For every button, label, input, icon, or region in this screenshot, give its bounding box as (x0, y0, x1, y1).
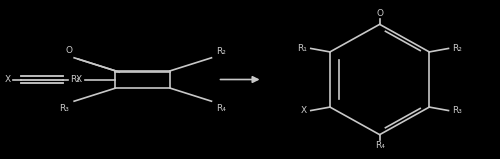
Text: R₃: R₃ (452, 106, 462, 115)
Text: R₂: R₂ (216, 47, 226, 56)
Text: X: X (76, 75, 82, 84)
Text: X: X (4, 75, 10, 84)
Text: R₃: R₃ (60, 104, 69, 113)
Text: X: X (300, 106, 307, 115)
Text: R₁: R₁ (297, 44, 307, 53)
Text: R₄: R₄ (216, 104, 226, 113)
Text: R₁: R₁ (70, 75, 81, 84)
Text: O: O (376, 9, 383, 17)
Text: O: O (66, 46, 72, 55)
Text: R₄: R₄ (374, 142, 384, 150)
Text: R₂: R₂ (452, 44, 462, 53)
